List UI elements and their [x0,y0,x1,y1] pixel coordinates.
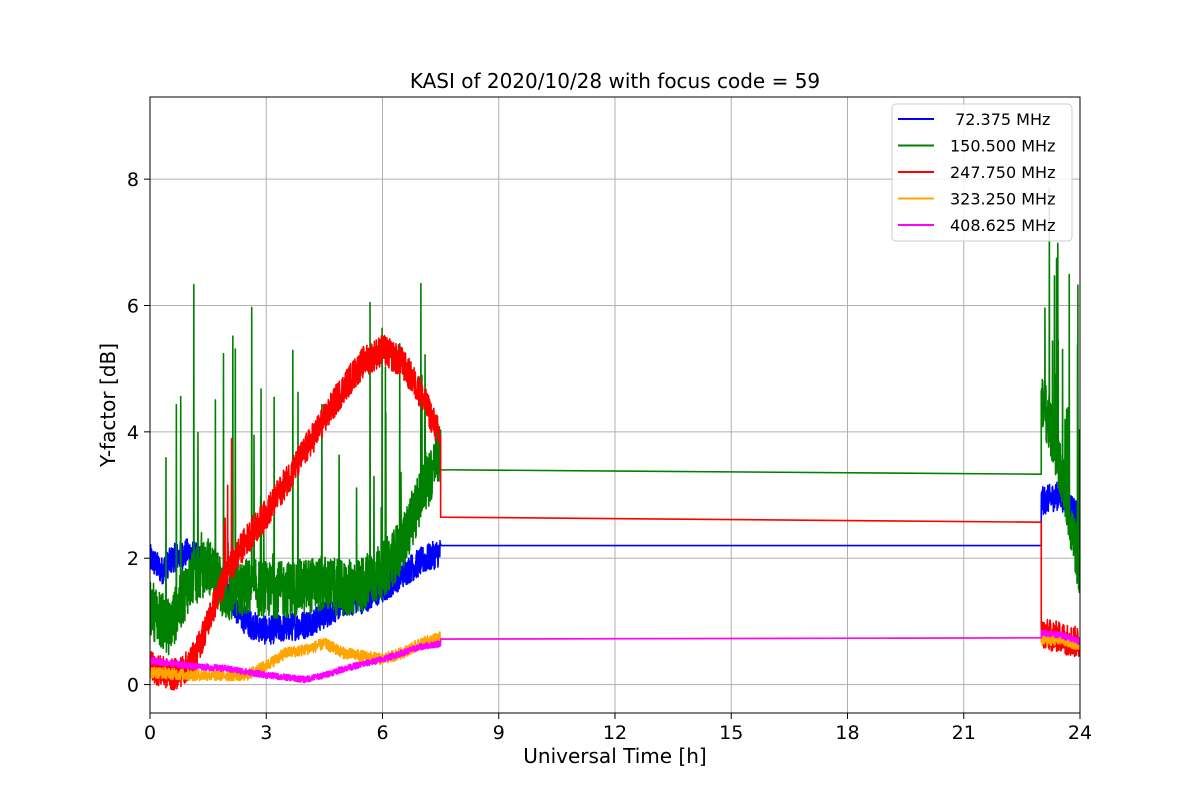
y-axis: 0 2 4 6 8 [127,169,150,697]
series-layer [150,188,1080,691]
y-tick-label: 2 [127,548,139,570]
legend-entry: 72.375 MHz [950,110,1050,129]
x-tick-label: 12 [603,722,627,744]
x-tick-label: 6 [376,722,388,744]
series-line [150,631,1080,682]
x-tick-label: 3 [260,722,272,744]
y-tick-label: 4 [127,422,139,444]
legend-entry: 150.500 MHz [950,137,1055,156]
x-tick-label: 9 [493,722,505,744]
series-line [150,188,1080,656]
x-tick-label: 18 [835,722,859,744]
x-tick-label: 24 [1068,722,1092,744]
x-tick-label: 21 [952,722,976,744]
series-line [150,334,1080,691]
legend-entry: 323.250 MHz [950,190,1055,209]
y-axis-label: Y-factor [dB] [96,343,120,468]
y-tick-label: 0 [127,675,139,697]
x-axis: 0 3 6 9 12 15 18 21 24 [144,713,1092,744]
legend-entry: 408.625 MHz [950,216,1055,235]
legend-entry: 247.750 MHz [950,163,1055,182]
legend: 72.375 MHz 150.500 MHz 247.750 MHz 323.250 … [891,103,1073,242]
x-axis-label: Universal Time [h] [523,744,706,768]
x-tick-label: 0 [144,722,156,744]
y-tick-label: 8 [127,169,139,191]
legend-box [891,103,1073,242]
chart-title: KASI of 2020/10/28 with focus code = 59 [410,69,820,93]
series-line [150,629,1080,684]
x-tick-label: 15 [719,722,743,744]
y-tick-label: 6 [127,295,139,317]
